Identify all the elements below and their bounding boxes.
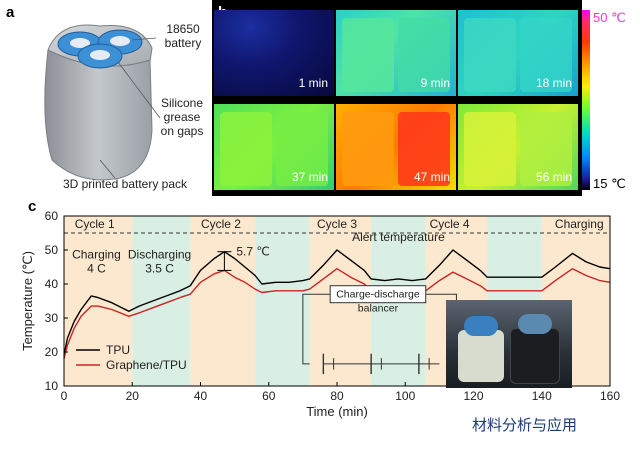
x-tick-label: 0 [61, 389, 68, 403]
phase-title-2: Cycle 2 [201, 217, 241, 231]
series-line-tpu [63, 249, 611, 356]
temperature-colorbar [582, 10, 590, 190]
x-tick-label: 80 [330, 389, 344, 403]
y-tick-label: 20 [45, 345, 59, 359]
thermal-tile-3: 18 min [458, 10, 578, 96]
alert-temperature-label: Alert temperature [352, 230, 445, 244]
phase-title-4: Cycle 4 [430, 217, 470, 231]
thermal-tile-5: 47 min [336, 104, 456, 190]
panel-c-label: c [28, 198, 37, 215]
discharging-rate-label: Discharging 3.5 C [128, 248, 191, 276]
thermal-tile-4: 37 min [214, 104, 334, 190]
charging-rate-label: Charging 4 C [72, 248, 121, 276]
phase-band-1 [64, 216, 133, 386]
x-tick-label: 60 [262, 389, 276, 403]
y-tick-label: 60 [45, 209, 59, 223]
pack-label: 3D printed battery pack [62, 177, 188, 191]
phase-band-4 [255, 216, 310, 386]
tile-time-1: 1 min [298, 76, 328, 90]
phase-title-5: Charging [555, 217, 604, 231]
tile-time-3: 18 min [535, 76, 572, 90]
grease-label: Silicone grease on gaps [160, 96, 204, 138]
phase-title-1: Cycle 1 [75, 217, 115, 231]
y-tick-label: 30 [45, 311, 59, 325]
panel-a-label: a [6, 4, 15, 21]
tile-time-6: 56 min [535, 170, 572, 184]
phase-title-3: Cycle 3 [317, 217, 357, 231]
series-line-graphene-tpu [63, 267, 611, 359]
series-layer [63, 249, 611, 359]
panel-b-thermal-grid: b 1 min 9 min 18 min 37 min 47 min 56 mi… [212, 0, 582, 196]
thermal-tile-1: 1 min [214, 10, 334, 96]
x-tick-label: 100 [395, 389, 415, 403]
tile-time-5: 47 min [413, 170, 450, 184]
colorbar-max-label: 50 ℃ [593, 10, 626, 25]
phase-band-3 [190, 216, 256, 386]
legend-label-2: Graphene/TPU [106, 358, 187, 372]
chart-annotations: Charge-discharge balancer Cycle 1 Cycle 2 Cy… [72, 217, 604, 375]
legend-label-1: TPU [106, 343, 130, 357]
y-tick-label: 50 [45, 243, 59, 257]
battery-photo-inset [446, 300, 572, 388]
thermal-tile-6: 56 min [458, 104, 578, 190]
thermal-tile-2: 9 min [336, 10, 456, 96]
balancer-wire-left [302, 293, 331, 365]
panel-a: a 18650 battery Silicone grease [0, 0, 212, 196]
x-tick-label: 140 [532, 389, 552, 403]
colorbar-min-label: 15 ℃ [593, 176, 626, 191]
battery-pack-illustration [44, 24, 161, 181]
x-tick-label: 20 [126, 389, 140, 403]
y-tick-label: 40 [45, 277, 59, 291]
delta-label: 5.7 ℃ [236, 245, 270, 259]
phase-band-2 [132, 216, 191, 386]
x-tick-label: 40 [194, 389, 208, 403]
y-axis-label: Temperature (℃) [20, 251, 35, 351]
balancer-label: Charge-discharge balancer [336, 289, 420, 315]
tile-time-4: 37 min [291, 170, 328, 184]
y-tick-label: 10 [45, 379, 59, 393]
chart-axes: 0 20 40 60 80 100 120 140 160 10 20 30 40 50 60 Time (m… [20, 209, 620, 419]
watermark-text: 材料分析与应用 [472, 416, 578, 434]
x-tick-label: 160 [600, 389, 620, 403]
x-axis-label: Time (min) [306, 404, 368, 419]
x-tick-label: 120 [463, 389, 483, 403]
tile-time-2: 9 min [420, 76, 450, 90]
battery-label: 18650 battery [164, 22, 202, 50]
